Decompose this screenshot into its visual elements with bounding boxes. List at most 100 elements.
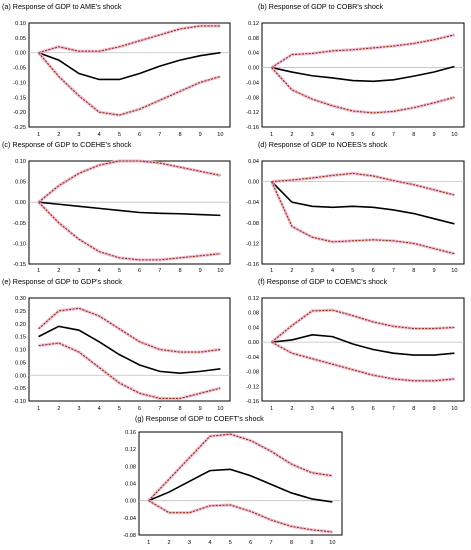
x-tick-label: 2 bbox=[168, 540, 171, 546]
panel-b: (b) Response of GDP to COBR's shock 0.12 0… bbox=[246, 2, 465, 138]
panel-title: (g) Response of GDP to COEFT's shock bbox=[135, 414, 264, 423]
x-tick-label: 5 bbox=[351, 132, 354, 138]
y-tick-label: 0.05 bbox=[15, 180, 26, 186]
y-tick-label: -0.04 bbox=[246, 355, 259, 361]
y-tick-label: -0.25 bbox=[13, 125, 26, 131]
x-tick-label: 1 bbox=[270, 406, 273, 412]
lower-band-line bbox=[38, 201, 221, 261]
response-line bbox=[271, 181, 455, 225]
lower-band-line bbox=[38, 52, 221, 116]
x-tick-label: 6 bbox=[138, 132, 141, 138]
upper-band-line bbox=[148, 433, 333, 502]
response-line bbox=[271, 65, 455, 83]
y-tick-label: -0.08 bbox=[246, 221, 259, 227]
lower-band-halo bbox=[147, 499, 333, 534]
y-tick-label: -0.10 bbox=[13, 80, 26, 86]
x-tick-label: 9 bbox=[433, 406, 436, 412]
y-tick-label: 0.00 bbox=[15, 373, 26, 379]
x-tick-label: 8 bbox=[412, 268, 415, 274]
x-tick-label: 1 bbox=[147, 540, 150, 546]
panel-e: (e) Response of GDP to GDP's shock 0.30 0.… bbox=[2, 277, 231, 412]
x-tick-label: 7 bbox=[270, 540, 273, 546]
x-tick-label: 3 bbox=[188, 540, 191, 546]
upper-band-line bbox=[38, 25, 221, 54]
y-tick-label: -0.08 bbox=[246, 370, 259, 376]
x-tick-label: 5 bbox=[351, 268, 354, 274]
response-line bbox=[38, 325, 221, 374]
plot-frame bbox=[138, 431, 343, 536]
upper-band-halo bbox=[271, 171, 455, 197]
x-tick-label: 10 bbox=[451, 268, 457, 274]
x-tick-label: 2 bbox=[290, 268, 293, 274]
x-tick-label: 9 bbox=[310, 540, 313, 546]
x-tick-label: 3 bbox=[311, 268, 314, 274]
y-tick-label: -0.05 bbox=[13, 386, 26, 392]
y-tick-label: 0.04 bbox=[248, 51, 259, 57]
x-tick-label: 4 bbox=[331, 132, 334, 138]
x-tick-label: 7 bbox=[158, 132, 161, 138]
x-tick-label: 4 bbox=[331, 268, 334, 274]
x-tick-label: 4 bbox=[98, 406, 101, 412]
y-tick-label: 0.04 bbox=[248, 325, 259, 331]
y-tick-label: 0.15 bbox=[15, 335, 26, 341]
x-tick-label: 2 bbox=[57, 406, 60, 412]
y-tick-label: -0.05 bbox=[13, 66, 26, 72]
x-tick-label: 1 bbox=[37, 268, 40, 274]
x-tick-label: 3 bbox=[77, 406, 80, 412]
lower-band-halo bbox=[270, 66, 455, 115]
x-tick-label: 1 bbox=[270, 132, 273, 138]
lower-band-line bbox=[271, 341, 455, 382]
y-tick-label: -0.16 bbox=[246, 399, 259, 405]
plot-frame bbox=[28, 160, 231, 265]
y-tick-label: 0.00 bbox=[15, 200, 26, 206]
lower-band-line bbox=[271, 67, 455, 114]
y-tick-label: -0.12 bbox=[246, 110, 259, 116]
x-tick-label: 8 bbox=[178, 406, 181, 412]
x-tick-label: 3 bbox=[77, 268, 80, 274]
response-line bbox=[38, 51, 221, 81]
x-tick-label: 10 bbox=[217, 406, 223, 412]
y-tick-label: 0.16 bbox=[125, 430, 136, 436]
x-tick-label: 9 bbox=[433, 132, 436, 138]
y-tick-label: 0.10 bbox=[15, 159, 26, 165]
y-tick-label: 0.00 bbox=[15, 51, 26, 57]
y-tick-label: -0.16 bbox=[246, 262, 259, 268]
y-tick-label: -0.08 bbox=[246, 95, 259, 101]
x-tick-label: 1 bbox=[270, 268, 273, 274]
x-tick-label: 7 bbox=[392, 406, 395, 412]
lower-band-line bbox=[38, 342, 221, 399]
y-tick-label: 0.25 bbox=[15, 309, 26, 315]
upper-band-halo bbox=[37, 306, 221, 354]
panel-title: (a) Response of GDP to AME's shock bbox=[2, 2, 122, 11]
x-tick-label: 9 bbox=[199, 132, 202, 138]
panel-title: (e) Response of GDP to GDP's shock bbox=[2, 277, 122, 286]
y-tick-label: 0.30 bbox=[15, 296, 26, 302]
x-tick-label: 4 bbox=[208, 540, 211, 546]
y-tick-label: -0.10 bbox=[13, 399, 26, 405]
panel-f: (f) Response of GDP to COEMC's shock 0.12… bbox=[246, 277, 465, 412]
y-tick-label: 0.04 bbox=[248, 159, 259, 165]
x-tick-label: 7 bbox=[158, 268, 161, 274]
x-tick-label: 3 bbox=[311, 132, 314, 138]
plot-frame bbox=[261, 297, 465, 402]
y-tick-label: 0.00 bbox=[125, 499, 136, 505]
x-tick-label: 10 bbox=[329, 540, 335, 546]
x-tick-label: 7 bbox=[158, 406, 161, 412]
y-tick-label: -0.12 bbox=[246, 384, 259, 390]
upper-band-line bbox=[271, 34, 455, 69]
y-tick-label: -0.10 bbox=[13, 241, 26, 247]
response-line bbox=[271, 333, 455, 356]
x-tick-label: 2 bbox=[57, 268, 60, 274]
x-tick-label: 5 bbox=[229, 540, 232, 546]
x-tick-label: 10 bbox=[451, 132, 457, 138]
y-tick-label: 0.05 bbox=[15, 36, 26, 42]
panel-c: (c) Response of GDP to COEHE's shock 0.10… bbox=[2, 140, 231, 274]
x-tick-label: 9 bbox=[199, 406, 202, 412]
x-tick-label: 5 bbox=[118, 406, 121, 412]
x-tick-label: 1 bbox=[37, 132, 40, 138]
upper-band-line bbox=[271, 309, 455, 343]
upper-band-halo bbox=[147, 432, 333, 502]
response-line bbox=[148, 468, 333, 503]
y-tick-label: -0.08 bbox=[123, 533, 136, 539]
